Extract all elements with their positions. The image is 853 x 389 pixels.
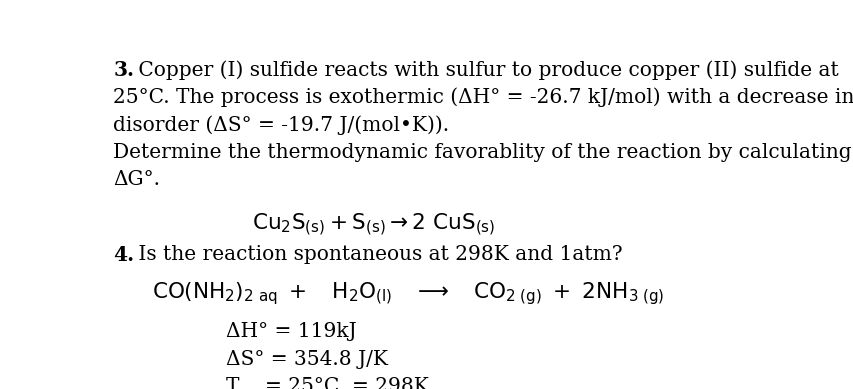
Text: $\mathrm{Cu_2S_{(s)} + S_{(s)} \rightarrow 2\ CuS_{(s)}}$: $\mathrm{Cu_2S_{(s)} + S_{(s)} \rightarr…: [252, 212, 495, 238]
Text: ΔH° = 119kJ: ΔH° = 119kJ: [225, 322, 356, 341]
Text: Determine the thermodynamic favorablity of the reaction by calculating: Determine the thermodynamic favorablity …: [113, 143, 851, 162]
Text: ΔS° = 354.8 J/K: ΔS° = 354.8 J/K: [225, 349, 387, 368]
Text: ΔG°.: ΔG°.: [113, 170, 160, 189]
Text: Is the reaction spontaneous at 298K and 1atm?: Is the reaction spontaneous at 298K and …: [131, 245, 622, 264]
Text: Copper (I) sulfide reacts with sulfur to produce copper (II) sulfide at: Copper (I) sulfide reacts with sulfur to…: [131, 60, 838, 80]
Text: $\mathrm{CO(NH_2)_{2\ aq}\ +\quad H_2O_{(l)}\quad\longrightarrow\quad CO_{2\ (g): $\mathrm{CO(NH_2)_{2\ aq}\ +\quad H_2O_{…: [152, 280, 664, 307]
Text: 4.: 4.: [113, 245, 134, 265]
Text: disorder (ΔS° = -19.7 J/(mol•K)).: disorder (ΔS° = -19.7 J/(mol•K)).: [113, 115, 449, 135]
Text: T    = 25°C  = 298K: T = 25°C = 298K: [225, 377, 428, 389]
Text: 3.: 3.: [113, 60, 134, 80]
Text: 25°C. The process is exothermic (ΔH° = -26.7 kJ/mol) with a decrease in: 25°C. The process is exothermic (ΔH° = -…: [113, 88, 853, 107]
